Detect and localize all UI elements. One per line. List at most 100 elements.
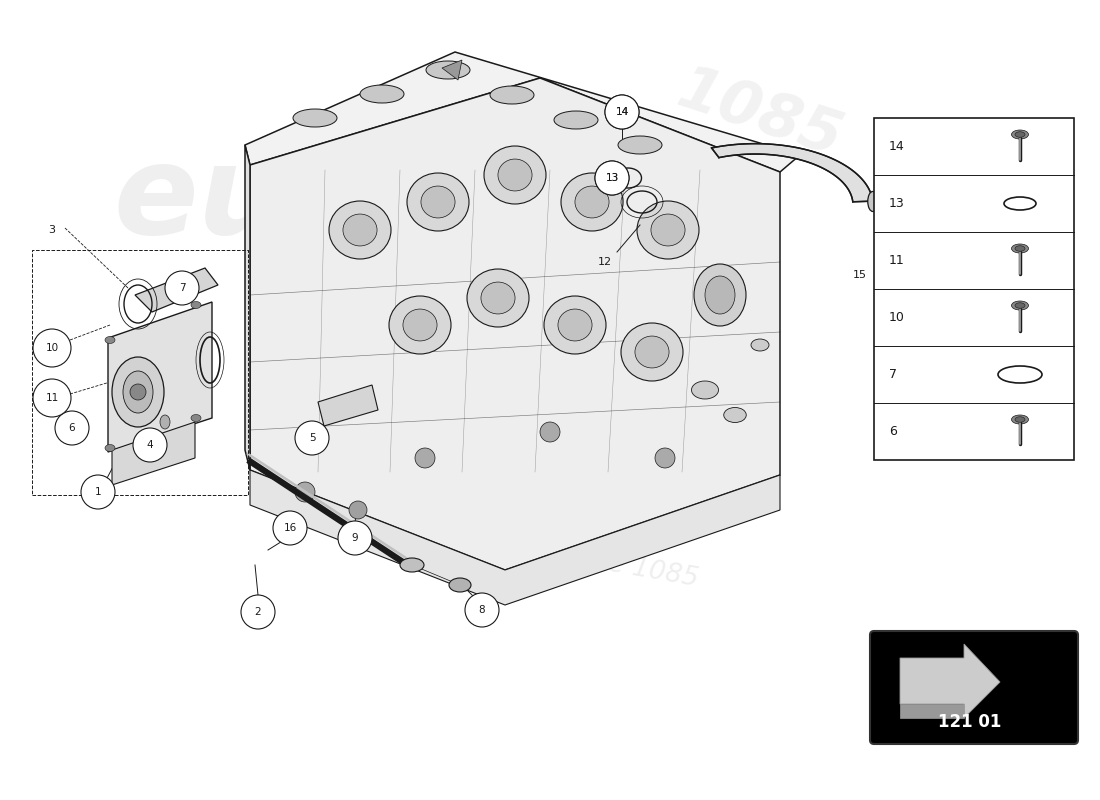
- Ellipse shape: [426, 61, 470, 79]
- Ellipse shape: [329, 201, 390, 259]
- Polygon shape: [250, 470, 780, 605]
- Text: 14: 14: [615, 107, 628, 117]
- Circle shape: [130, 384, 146, 400]
- Ellipse shape: [389, 296, 451, 354]
- Circle shape: [133, 428, 167, 462]
- FancyBboxPatch shape: [870, 631, 1078, 744]
- Ellipse shape: [191, 302, 201, 309]
- Text: 7: 7: [178, 283, 185, 293]
- Ellipse shape: [1012, 130, 1028, 139]
- Ellipse shape: [343, 214, 377, 246]
- Polygon shape: [135, 268, 218, 312]
- Text: 13: 13: [605, 173, 618, 183]
- Text: es: es: [500, 330, 660, 450]
- Ellipse shape: [724, 407, 746, 422]
- Text: 8: 8: [478, 605, 485, 615]
- Text: 16: 16: [284, 523, 297, 533]
- Text: 13: 13: [889, 197, 904, 210]
- Polygon shape: [900, 704, 964, 718]
- Text: 7: 7: [889, 368, 896, 381]
- Ellipse shape: [635, 336, 669, 368]
- Text: 11: 11: [45, 393, 58, 403]
- Circle shape: [595, 161, 629, 195]
- Ellipse shape: [554, 111, 598, 129]
- Ellipse shape: [751, 339, 769, 351]
- Circle shape: [415, 448, 434, 468]
- Circle shape: [605, 95, 639, 129]
- Ellipse shape: [1015, 246, 1025, 251]
- Ellipse shape: [293, 109, 337, 127]
- Polygon shape: [108, 302, 212, 452]
- Ellipse shape: [868, 191, 878, 211]
- Circle shape: [55, 411, 89, 445]
- Ellipse shape: [449, 578, 471, 592]
- Ellipse shape: [468, 269, 529, 327]
- Text: ropart: ropart: [248, 251, 532, 329]
- Ellipse shape: [104, 337, 116, 343]
- Ellipse shape: [1012, 244, 1028, 253]
- Ellipse shape: [544, 296, 606, 354]
- Ellipse shape: [575, 186, 609, 218]
- Text: 6: 6: [889, 425, 896, 438]
- Text: 15: 15: [852, 270, 867, 280]
- Ellipse shape: [618, 136, 662, 154]
- Circle shape: [241, 595, 275, 629]
- Ellipse shape: [407, 173, 469, 231]
- Circle shape: [349, 501, 367, 519]
- Ellipse shape: [490, 86, 534, 104]
- Polygon shape: [112, 422, 195, 485]
- Ellipse shape: [558, 309, 592, 341]
- Ellipse shape: [498, 159, 532, 191]
- Text: 13: 13: [605, 173, 618, 183]
- Ellipse shape: [561, 173, 623, 231]
- Circle shape: [295, 421, 329, 455]
- Text: 1085: 1085: [670, 61, 850, 170]
- Ellipse shape: [1012, 415, 1028, 424]
- Text: 5: 5: [309, 433, 316, 443]
- Text: 11: 11: [889, 254, 904, 267]
- Ellipse shape: [651, 214, 685, 246]
- Ellipse shape: [112, 357, 164, 427]
- Circle shape: [165, 271, 199, 305]
- Circle shape: [605, 95, 639, 129]
- Ellipse shape: [705, 276, 735, 314]
- Circle shape: [595, 161, 629, 195]
- Circle shape: [654, 448, 675, 468]
- Ellipse shape: [104, 445, 116, 451]
- Circle shape: [273, 511, 307, 545]
- Circle shape: [540, 422, 560, 442]
- Text: eu: eu: [113, 139, 287, 261]
- Circle shape: [81, 475, 116, 509]
- Ellipse shape: [360, 85, 404, 103]
- Ellipse shape: [403, 309, 437, 341]
- Text: a passion for: a passion for: [362, 460, 579, 530]
- Ellipse shape: [481, 282, 515, 314]
- Ellipse shape: [637, 201, 698, 259]
- Ellipse shape: [484, 146, 546, 204]
- Polygon shape: [245, 145, 250, 470]
- Circle shape: [295, 482, 315, 502]
- Ellipse shape: [1012, 301, 1028, 310]
- Polygon shape: [442, 60, 462, 80]
- Ellipse shape: [123, 371, 153, 413]
- Text: 121 01: 121 01: [938, 713, 1002, 731]
- Polygon shape: [250, 78, 780, 570]
- Text: 1: 1: [95, 487, 101, 497]
- Text: parts since 1085: parts since 1085: [480, 528, 701, 592]
- Polygon shape: [245, 52, 800, 172]
- Text: 9: 9: [352, 533, 359, 543]
- Text: 10: 10: [45, 343, 58, 353]
- Text: 14: 14: [615, 107, 628, 117]
- Text: 3: 3: [48, 225, 55, 235]
- Circle shape: [33, 329, 72, 367]
- Ellipse shape: [694, 264, 746, 326]
- Text: 6: 6: [68, 423, 75, 433]
- Circle shape: [33, 379, 72, 417]
- Text: 14: 14: [889, 140, 904, 153]
- Text: 12: 12: [598, 257, 612, 267]
- FancyBboxPatch shape: [874, 118, 1074, 460]
- Ellipse shape: [1015, 132, 1025, 138]
- Ellipse shape: [191, 414, 201, 422]
- Ellipse shape: [1015, 302, 1025, 308]
- Ellipse shape: [160, 415, 170, 429]
